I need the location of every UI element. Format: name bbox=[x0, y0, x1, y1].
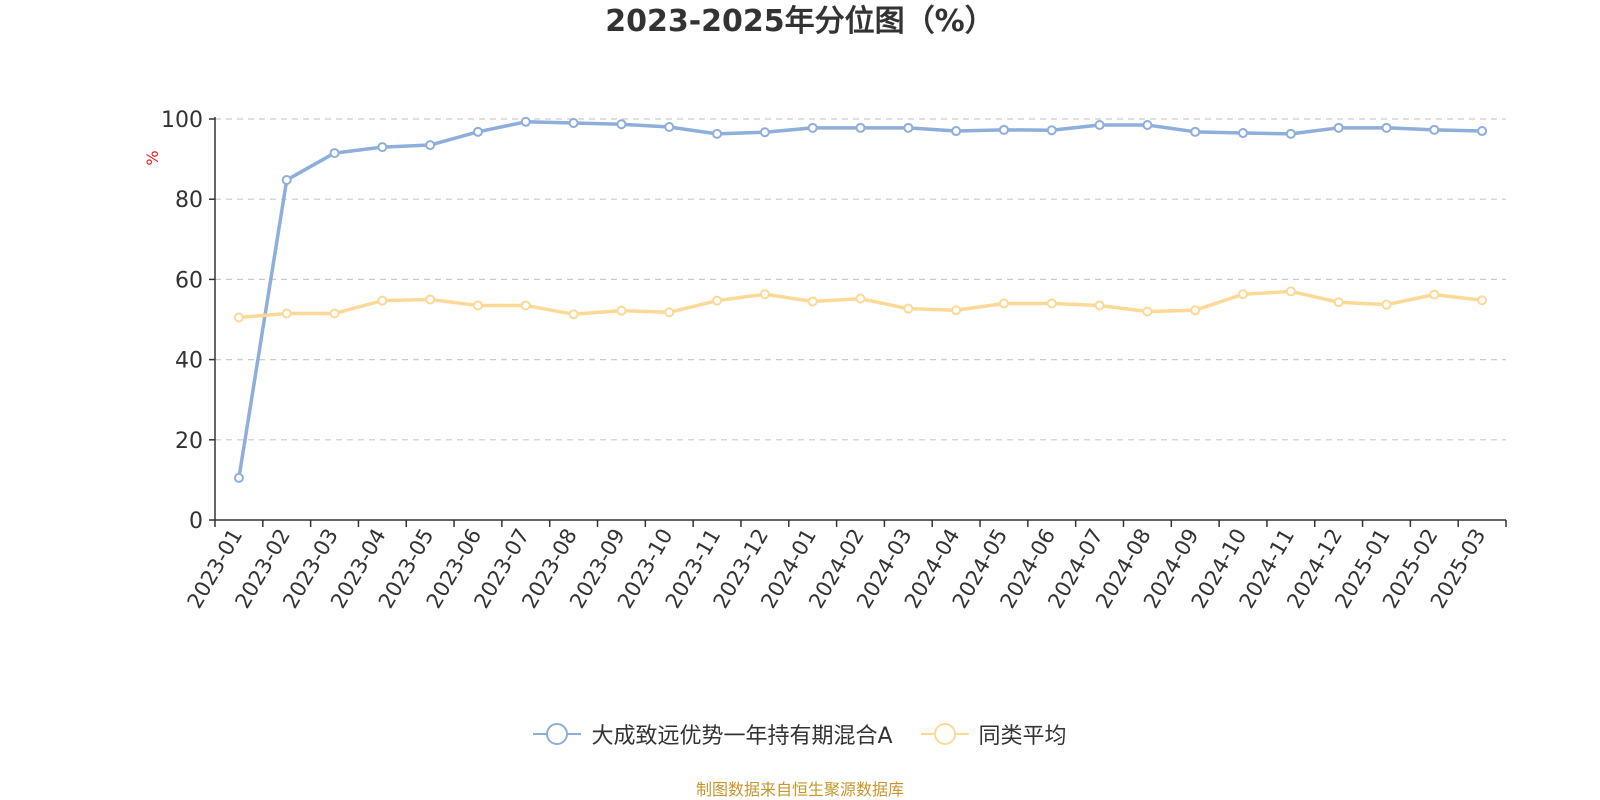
data-point-series-1[interactable] bbox=[616, 119, 627, 130]
y-tick-label: 0 bbox=[189, 509, 203, 534]
data-point-series-2[interactable] bbox=[425, 294, 436, 305]
data-point-series-2[interactable] bbox=[1190, 305, 1201, 316]
data-point-series-2[interactable] bbox=[1477, 295, 1488, 306]
axes: 020406080100%2023-012023-022023-032023-0… bbox=[143, 108, 1507, 612]
data-point-series-1[interactable] bbox=[1285, 128, 1296, 139]
y-tick-label: 40 bbox=[175, 349, 203, 374]
data-point-series-2[interactable] bbox=[1142, 306, 1153, 317]
data-point-series-1[interactable] bbox=[1238, 128, 1249, 139]
data-point-series-1[interactable] bbox=[1381, 122, 1392, 133]
chart-title: 2023-2025年分位图（%） bbox=[605, 4, 995, 39]
data-point-series-2[interactable] bbox=[903, 303, 914, 314]
data-point-series-1[interactable] bbox=[712, 128, 723, 139]
legend-item-peer-average[interactable]: 同类平均 bbox=[920, 718, 1067, 750]
data-point-series-1[interactable] bbox=[1142, 120, 1153, 131]
data-point-series-1[interactable] bbox=[998, 124, 1009, 135]
data-point-series-2[interactable] bbox=[855, 293, 866, 304]
legend-marker-peer-average-icon bbox=[920, 723, 969, 745]
data-point-series-2[interactable] bbox=[520, 300, 531, 311]
data-point-series-2[interactable] bbox=[1046, 298, 1057, 309]
data-point-series-2[interactable] bbox=[1333, 297, 1344, 308]
data-point-series-1[interactable] bbox=[472, 126, 483, 137]
data-point-series-1[interactable] bbox=[281, 174, 292, 185]
y-axis-unit-label: % bbox=[143, 150, 162, 165]
data-point-series-2[interactable] bbox=[568, 309, 579, 320]
legend-label-fund: 大成致远优势一年持有期混合A bbox=[591, 724, 893, 749]
data-point-series-2[interactable] bbox=[329, 308, 340, 319]
data-point-series-2[interactable] bbox=[1285, 286, 1296, 297]
data-point-series-1[interactable] bbox=[1094, 120, 1105, 131]
data-point-series-2[interactable] bbox=[998, 298, 1009, 309]
series-points bbox=[233, 116, 1488, 483]
y-tick-label: 20 bbox=[175, 429, 203, 454]
data-point-series-2[interactable] bbox=[759, 289, 770, 300]
data-point-series-1[interactable] bbox=[520, 116, 531, 127]
data-point-series-2[interactable] bbox=[1238, 289, 1249, 300]
source-note: 制图数据来自恒生聚源数据库 bbox=[695, 780, 904, 799]
data-point-series-1[interactable] bbox=[1190, 126, 1201, 137]
data-point-series-1[interactable] bbox=[951, 126, 962, 137]
data-point-series-1[interactable] bbox=[1046, 125, 1057, 136]
data-point-series-2[interactable] bbox=[1429, 289, 1440, 300]
data-point-series-1[interactable] bbox=[759, 127, 770, 138]
legend-item-fund[interactable]: 大成致远优势一年持有期混合A bbox=[533, 718, 893, 750]
legend: 大成致远优势一年持有期混合A 同类平均 bbox=[0, 718, 1600, 750]
data-point-series-2[interactable] bbox=[951, 305, 962, 316]
y-tick-label: 100 bbox=[161, 108, 203, 133]
legend-label-peer-average: 同类平均 bbox=[978, 724, 1067, 749]
grid-lines bbox=[215, 118, 1506, 441]
data-point-series-1[interactable] bbox=[855, 122, 866, 133]
y-tick-label: 80 bbox=[175, 188, 203, 213]
legend-marker-fund-icon bbox=[533, 723, 582, 745]
data-point-series-2[interactable] bbox=[712, 295, 723, 306]
data-point-series-1[interactable] bbox=[664, 122, 675, 133]
data-point-series-1[interactable] bbox=[1333, 122, 1344, 133]
data-point-series-2[interactable] bbox=[281, 308, 292, 319]
data-point-series-1[interactable] bbox=[1477, 126, 1488, 137]
data-point-series-2[interactable] bbox=[377, 295, 388, 306]
y-tick-label: 60 bbox=[175, 268, 203, 293]
data-point-series-2[interactable] bbox=[664, 307, 675, 318]
data-point-series-2[interactable] bbox=[616, 305, 627, 316]
data-point-series-1[interactable] bbox=[329, 148, 340, 159]
data-point-series-2[interactable] bbox=[472, 300, 483, 311]
data-point-series-1[interactable] bbox=[233, 472, 244, 483]
data-point-series-2[interactable] bbox=[1094, 300, 1105, 311]
data-point-series-1[interactable] bbox=[425, 140, 436, 151]
data-point-series-1[interactable] bbox=[1429, 124, 1440, 135]
data-point-series-1[interactable] bbox=[377, 142, 388, 153]
data-point-series-1[interactable] bbox=[903, 122, 914, 133]
data-point-series-2[interactable] bbox=[1381, 299, 1392, 310]
data-point-series-2[interactable] bbox=[807, 296, 818, 307]
data-point-series-1[interactable] bbox=[568, 118, 579, 129]
data-point-series-1[interactable] bbox=[807, 122, 818, 133]
data-point-series-2[interactable] bbox=[233, 312, 244, 323]
